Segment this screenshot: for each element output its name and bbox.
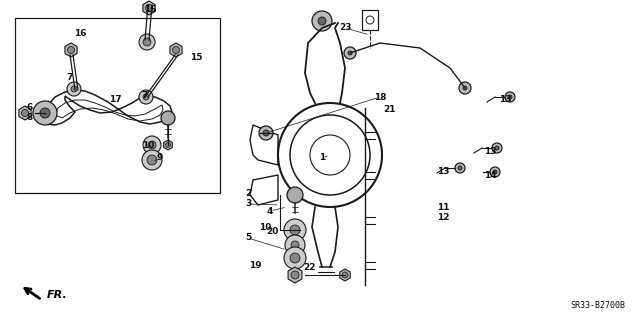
Polygon shape — [65, 43, 77, 57]
Circle shape — [22, 109, 29, 116]
Text: 7: 7 — [67, 73, 73, 83]
Circle shape — [291, 271, 299, 279]
Text: 15: 15 — [189, 53, 202, 62]
Circle shape — [40, 108, 50, 118]
Circle shape — [508, 95, 512, 99]
Text: 22: 22 — [304, 263, 316, 272]
Text: 11: 11 — [436, 203, 449, 211]
Circle shape — [291, 241, 299, 249]
Text: 7: 7 — [142, 91, 148, 100]
Circle shape — [148, 141, 156, 149]
Circle shape — [67, 82, 81, 96]
Circle shape — [71, 86, 77, 92]
Circle shape — [492, 143, 502, 153]
Text: 10: 10 — [142, 140, 154, 150]
Text: 13: 13 — [499, 95, 511, 105]
Circle shape — [458, 166, 462, 170]
Bar — [362, 10, 378, 30]
Polygon shape — [170, 43, 182, 57]
Circle shape — [285, 235, 305, 255]
Circle shape — [142, 150, 162, 170]
Circle shape — [348, 51, 352, 55]
Text: 9: 9 — [157, 153, 163, 162]
Circle shape — [143, 38, 151, 46]
Polygon shape — [288, 267, 302, 283]
Text: 6: 6 — [27, 103, 33, 113]
Text: 17: 17 — [109, 95, 122, 105]
Text: 8: 8 — [27, 114, 33, 122]
Circle shape — [463, 86, 467, 90]
Circle shape — [263, 130, 269, 136]
Circle shape — [342, 272, 348, 278]
Circle shape — [161, 111, 175, 125]
Polygon shape — [19, 106, 31, 120]
Text: 10: 10 — [259, 222, 271, 232]
Circle shape — [312, 11, 332, 31]
Circle shape — [459, 82, 471, 94]
Text: 19: 19 — [249, 262, 261, 271]
Circle shape — [290, 225, 300, 235]
Circle shape — [139, 34, 155, 50]
Text: 5: 5 — [245, 234, 251, 242]
Text: 4: 4 — [267, 206, 273, 216]
Text: 13: 13 — [484, 147, 496, 157]
Text: 3: 3 — [245, 199, 251, 209]
Text: 16: 16 — [74, 28, 86, 38]
Circle shape — [173, 47, 179, 54]
Circle shape — [284, 219, 306, 241]
Text: 21: 21 — [384, 106, 396, 115]
Circle shape — [284, 247, 306, 269]
Circle shape — [287, 187, 303, 203]
Circle shape — [495, 146, 499, 150]
Text: 1: 1 — [319, 153, 325, 162]
Circle shape — [490, 167, 500, 177]
Circle shape — [455, 163, 465, 173]
Circle shape — [505, 92, 515, 102]
Circle shape — [344, 47, 356, 59]
Circle shape — [166, 143, 170, 147]
Circle shape — [139, 90, 153, 104]
Polygon shape — [143, 1, 155, 15]
Text: FR.: FR. — [47, 290, 68, 300]
Text: 2: 2 — [245, 189, 251, 198]
Text: 23: 23 — [339, 24, 351, 33]
Text: 20: 20 — [266, 227, 278, 236]
Text: 12: 12 — [436, 212, 449, 221]
Circle shape — [290, 253, 300, 263]
Text: 16: 16 — [144, 5, 156, 14]
Circle shape — [67, 47, 74, 54]
Circle shape — [143, 136, 161, 154]
Polygon shape — [164, 140, 172, 150]
Circle shape — [318, 17, 326, 25]
Circle shape — [143, 94, 149, 100]
Circle shape — [33, 101, 57, 125]
Circle shape — [259, 126, 273, 140]
Polygon shape — [340, 269, 350, 281]
Circle shape — [493, 170, 497, 174]
Text: SR33-B2700B: SR33-B2700B — [570, 301, 625, 310]
Text: 13: 13 — [436, 167, 449, 176]
Text: 14: 14 — [484, 170, 496, 180]
Text: 18: 18 — [374, 93, 387, 101]
Circle shape — [145, 4, 152, 11]
Bar — [15, 18, 220, 193]
Circle shape — [147, 155, 157, 165]
